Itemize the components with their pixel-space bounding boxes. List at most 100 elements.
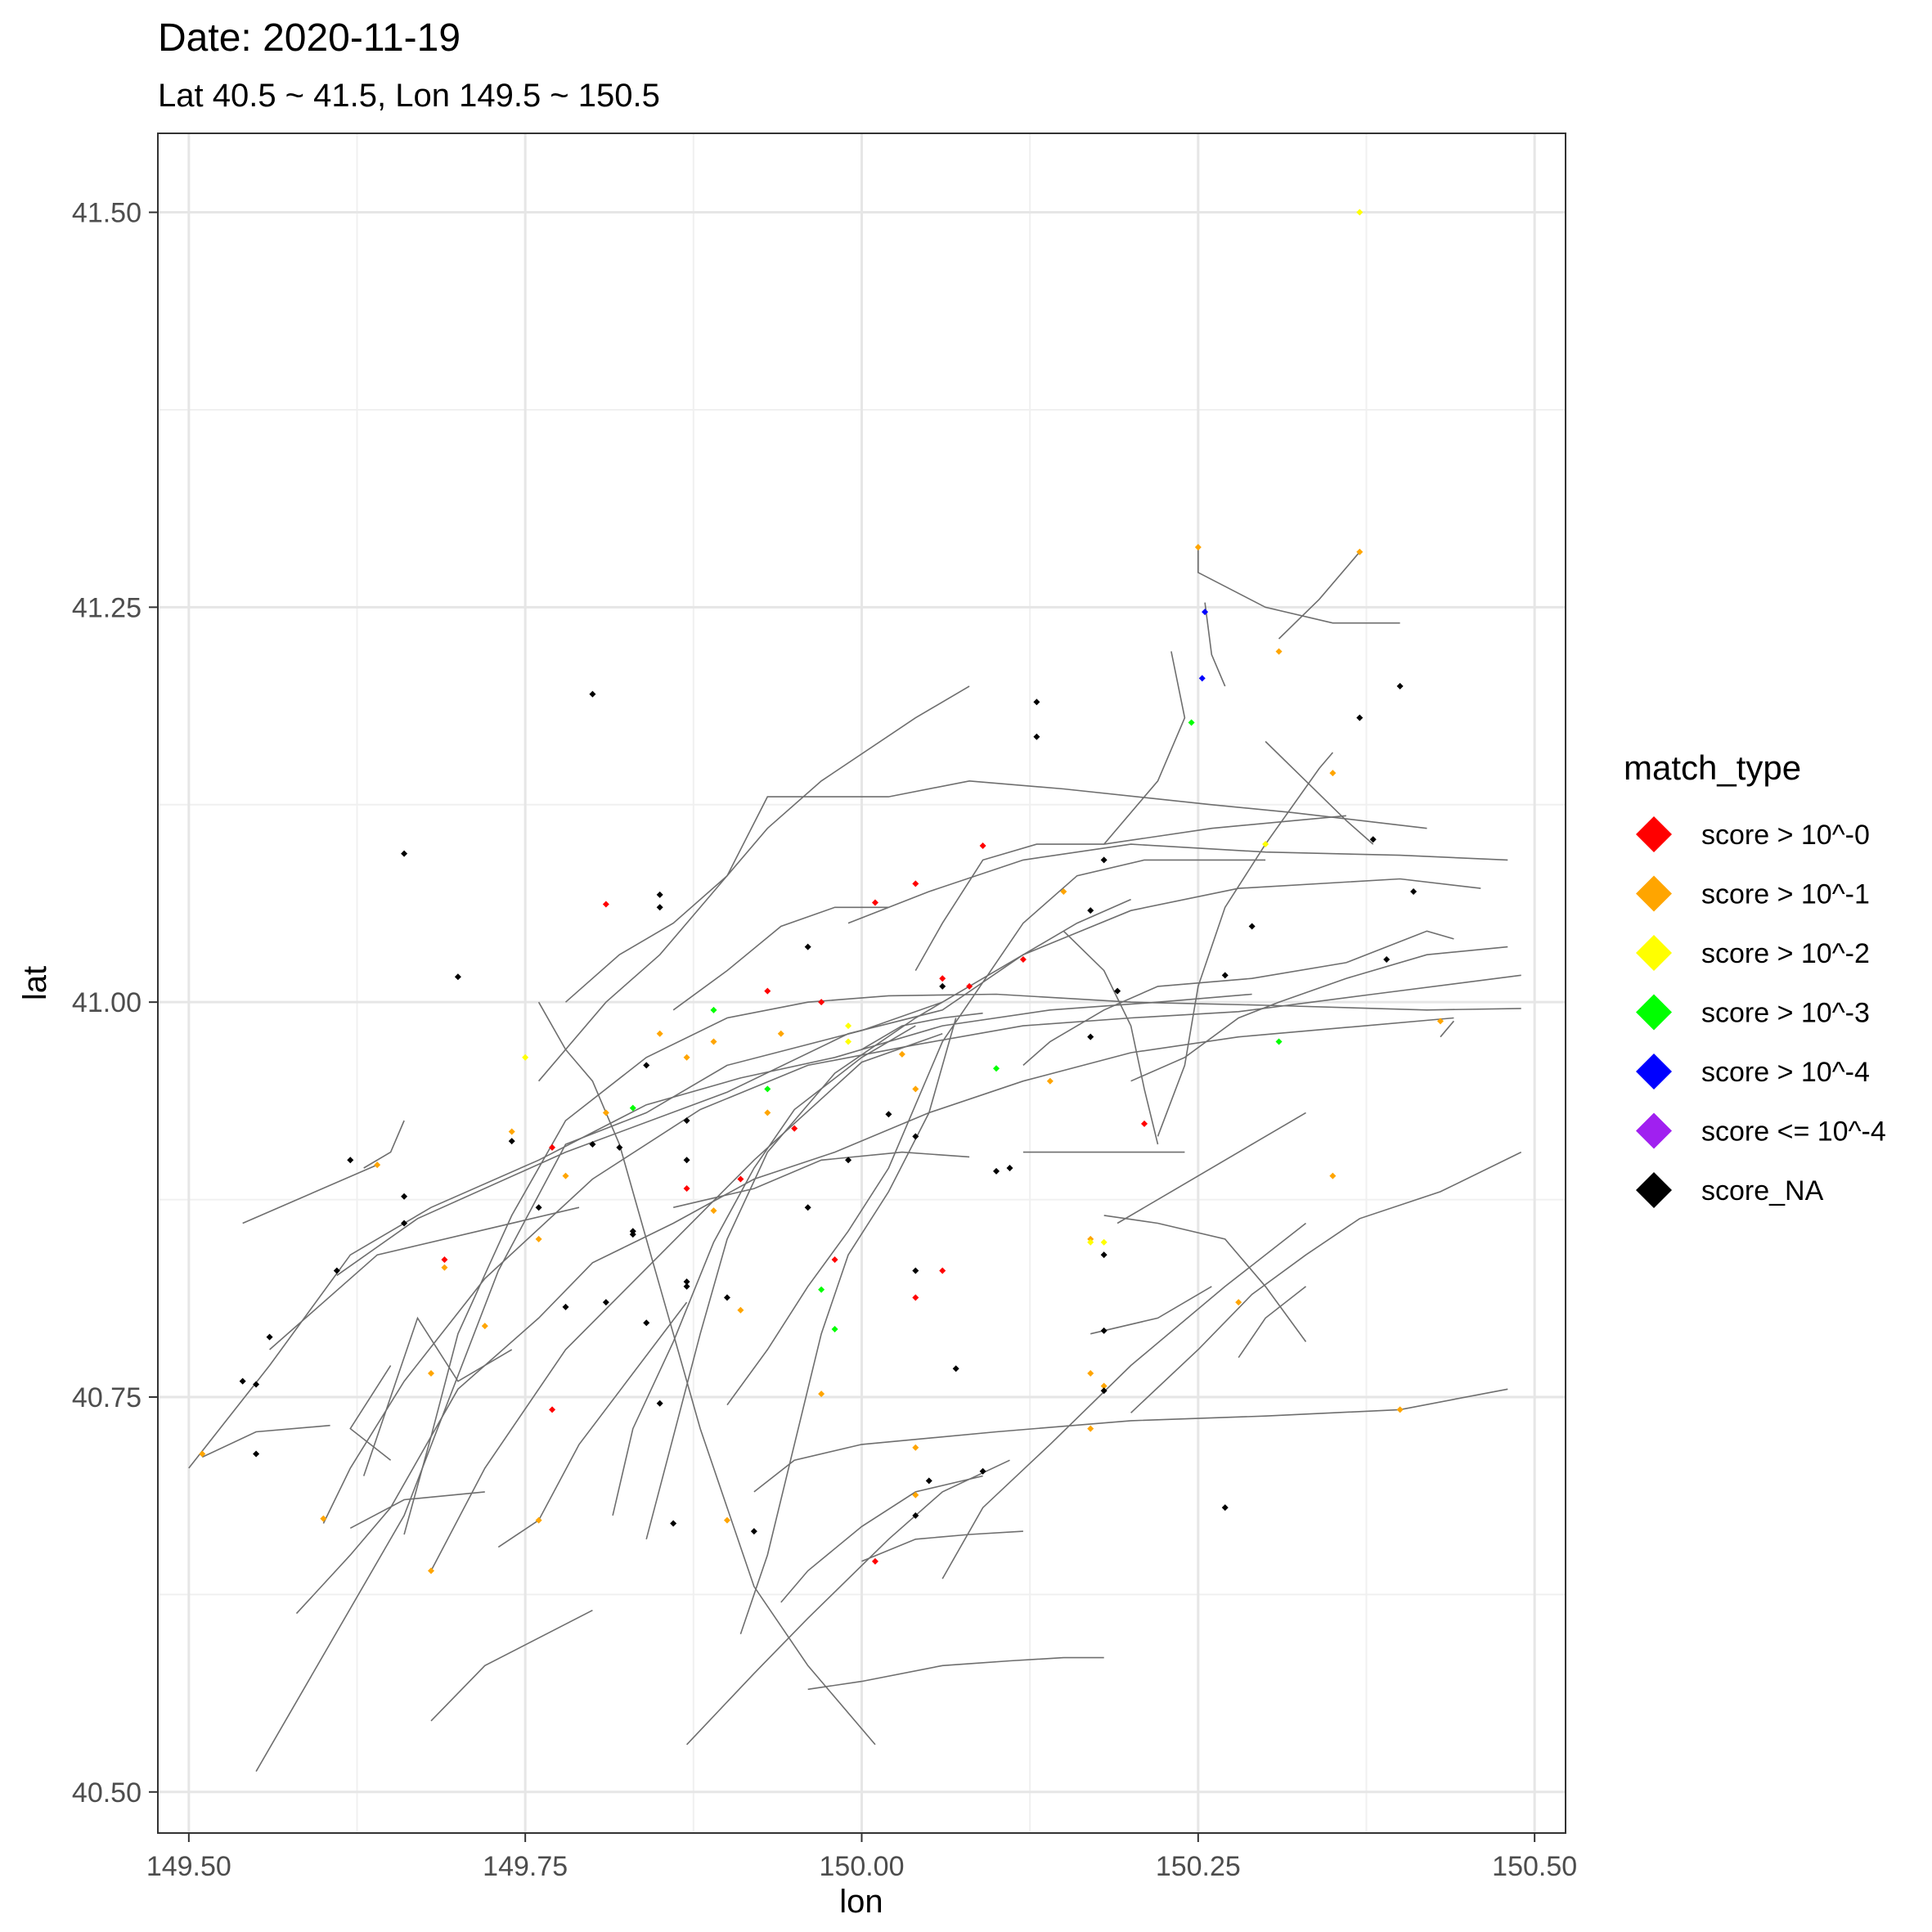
track-line xyxy=(1197,547,1400,624)
data-point xyxy=(1221,1504,1229,1512)
data-point xyxy=(912,880,919,887)
legend-key xyxy=(1636,994,1672,1031)
data-point xyxy=(589,1140,596,1148)
data-point xyxy=(1087,907,1094,914)
data-point xyxy=(1275,648,1283,655)
data-point xyxy=(1383,956,1391,964)
data-point xyxy=(1100,1251,1108,1259)
data-point xyxy=(562,1303,569,1310)
tracks xyxy=(188,547,1522,1772)
data-point xyxy=(993,1065,1000,1072)
legend-key xyxy=(1636,816,1672,852)
data-point xyxy=(993,1167,1000,1175)
data-point xyxy=(602,901,609,908)
data-point xyxy=(602,1109,609,1117)
data-point xyxy=(266,1333,273,1341)
track-line xyxy=(968,859,1266,1003)
data-point xyxy=(1221,972,1229,979)
data-point xyxy=(656,1400,663,1407)
x-tick-label: 150.25 xyxy=(1156,1851,1241,1882)
data-point xyxy=(643,1319,650,1327)
data-point xyxy=(374,1161,381,1169)
data-point xyxy=(1202,609,1209,616)
data-point xyxy=(239,1377,246,1385)
x-axis-label: lon xyxy=(839,1884,883,1920)
data-point xyxy=(427,1567,434,1575)
data-point xyxy=(1275,1038,1283,1045)
track-line xyxy=(861,1012,983,1050)
data-point xyxy=(912,1294,919,1301)
data-point xyxy=(1019,956,1027,964)
data-point xyxy=(589,690,596,698)
data-point xyxy=(508,1138,515,1145)
data-point xyxy=(1033,699,1040,706)
legend-label: score > 10^-3 xyxy=(1701,998,1870,1029)
data-point xyxy=(401,850,408,857)
data-point xyxy=(777,1030,784,1037)
y-axis-label: lat xyxy=(17,966,53,1000)
chart-title: Date: 2020-11-19 xyxy=(158,16,461,60)
legend-label: score <= 10^-4 xyxy=(1701,1117,1886,1148)
data-point xyxy=(401,1220,408,1227)
data-point xyxy=(912,1512,919,1519)
x-tick-label: 150.50 xyxy=(1492,1851,1577,1882)
data-point xyxy=(710,1006,717,1013)
data-point xyxy=(508,1128,515,1135)
data-point xyxy=(1329,770,1337,777)
data-point xyxy=(549,1406,556,1413)
data-point xyxy=(629,1104,636,1112)
data-point xyxy=(629,1231,636,1238)
data-point xyxy=(764,987,771,995)
data-point xyxy=(804,943,811,950)
data-point xyxy=(1356,209,1364,216)
track-line xyxy=(362,1316,513,1476)
legend-key xyxy=(1636,1054,1672,1090)
data-point xyxy=(871,1557,878,1565)
data-point xyxy=(602,1299,609,1306)
track-line xyxy=(537,685,970,1082)
data-point xyxy=(764,1085,771,1093)
data-point xyxy=(723,1516,730,1524)
y-tick-label: 40.50 xyxy=(72,1777,142,1808)
legend-key xyxy=(1636,1172,1672,1208)
data-point xyxy=(1046,1077,1054,1085)
track-line xyxy=(349,1364,392,1461)
data-point xyxy=(333,1267,340,1274)
data-point xyxy=(979,1467,986,1475)
data-point xyxy=(1114,987,1121,995)
track-line xyxy=(941,1222,1306,1579)
data-point xyxy=(885,1111,892,1118)
track-line xyxy=(847,843,1508,924)
track-line xyxy=(430,1033,943,1571)
data-point xyxy=(1087,1238,1094,1246)
data-point xyxy=(656,891,663,898)
y-tick-label: 41.25 xyxy=(72,592,142,623)
data-point xyxy=(1356,548,1364,555)
track-line xyxy=(564,780,1427,1003)
data-point xyxy=(939,975,946,982)
data-point xyxy=(912,1491,919,1498)
track-line xyxy=(914,815,1346,971)
data-point xyxy=(427,1370,434,1377)
data-point xyxy=(656,904,663,911)
track-line xyxy=(497,1301,688,1548)
y-tick-label: 40.75 xyxy=(72,1382,142,1413)
track-line xyxy=(1204,602,1226,687)
data-point xyxy=(764,1109,771,1117)
data-point xyxy=(1329,1172,1337,1179)
x-tick-label: 149.50 xyxy=(146,1851,231,1882)
data-point xyxy=(1033,733,1040,740)
data-point xyxy=(871,899,878,906)
data-point xyxy=(845,1022,852,1030)
legend-label: score > 10^-1 xyxy=(1701,879,1870,910)
track-line xyxy=(753,1388,1508,1493)
data-point xyxy=(1100,1382,1108,1390)
data-point xyxy=(939,982,946,990)
data-point xyxy=(683,1283,690,1290)
track-line xyxy=(295,1017,1454,1615)
data-point xyxy=(670,1520,677,1527)
data-point xyxy=(737,1175,744,1183)
data-point xyxy=(979,842,986,849)
